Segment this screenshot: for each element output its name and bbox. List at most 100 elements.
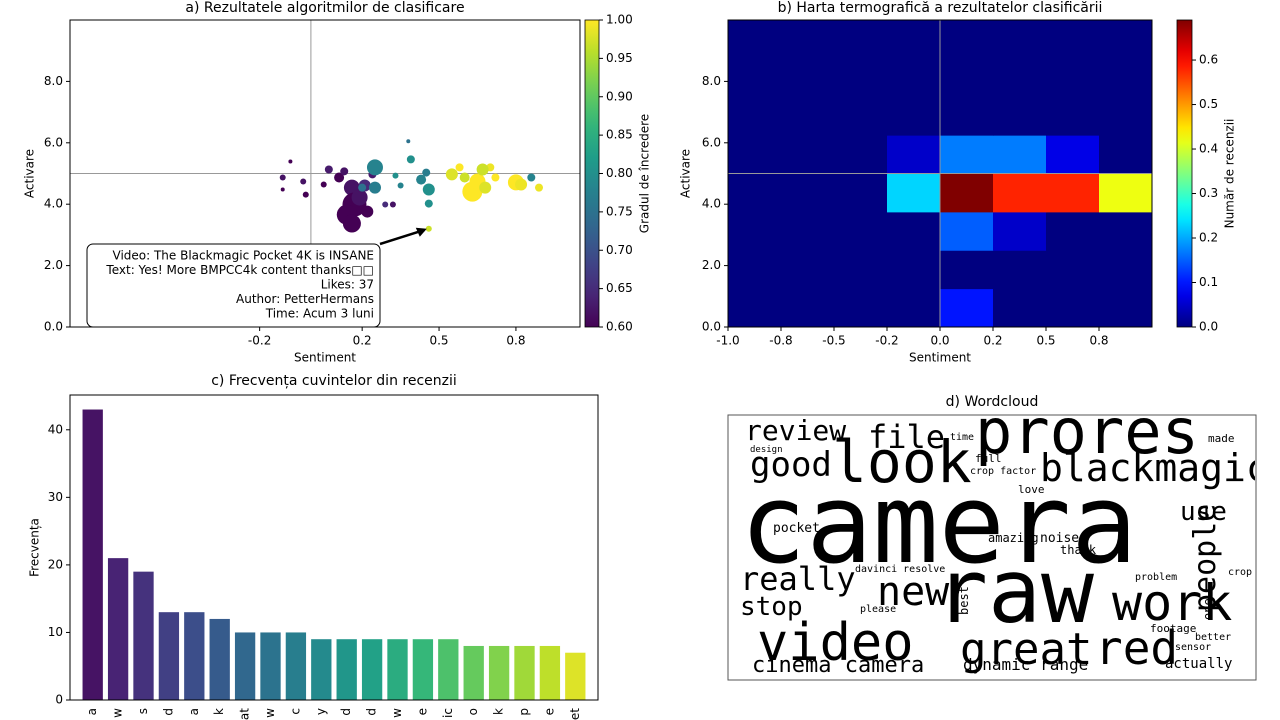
x-tick-label: s — [136, 708, 150, 714]
heatmap-cell — [1046, 250, 1100, 290]
scatter-point — [300, 178, 307, 185]
x-tick-label: d — [161, 708, 175, 716]
bar — [184, 612, 205, 700]
x-tick-label: a — [187, 708, 201, 715]
heatmap-cell — [728, 20, 782, 59]
heatmap-cell — [940, 135, 994, 174]
scatter-point — [459, 172, 470, 183]
colorbar-tick-label: 0.4 — [1199, 142, 1218, 156]
scatter-point — [445, 168, 458, 181]
word: red — [1095, 621, 1178, 675]
word: better — [1195, 632, 1231, 643]
scatter-point — [302, 191, 309, 198]
x-tick-label: 0.2 — [983, 334, 1002, 348]
word: great — [960, 624, 1092, 675]
word: crop — [1228, 567, 1252, 578]
colorbar-label: Gradul de încredere — [638, 114, 652, 233]
word: time — [950, 432, 974, 443]
colorbar-tick-label: 0.0 — [1199, 320, 1218, 334]
heatmap-cell — [1099, 250, 1153, 290]
heatmap-cell — [728, 173, 782, 213]
colorbar-tick-label: 0.70 — [606, 243, 633, 257]
scatter-point — [491, 173, 500, 182]
word: stop — [740, 592, 803, 622]
colorbar — [584, 19, 600, 328]
colorbar-label: Număr de recenzii — [1223, 119, 1237, 229]
colorbar-tick-label: 0.6 — [1199, 53, 1218, 67]
colorbar-tick-label: 0.90 — [606, 89, 633, 103]
y-tick-label: 0.0 — [44, 320, 63, 334]
heatmap-cell — [993, 250, 1047, 290]
scatter-point — [320, 181, 327, 188]
word: use — [1180, 497, 1227, 527]
word: prores — [975, 395, 1199, 468]
word: thank — [1060, 543, 1097, 557]
y-tick-label: 30 — [48, 490, 63, 504]
heatmap-cell — [993, 173, 1047, 213]
plot-frame — [69, 394, 599, 701]
bar — [285, 632, 307, 700]
x-tick-label: o — [466, 708, 480, 715]
bar — [438, 639, 459, 700]
heatmap-cell — [887, 288, 941, 328]
colorbar-tick-label: 0.75 — [606, 204, 633, 218]
bar — [565, 652, 586, 700]
colorbar-tick-label: 0.95 — [606, 51, 633, 65]
heatmap-cell — [781, 20, 835, 59]
y-tick-label: 2.0 — [44, 258, 63, 272]
heatmap-cell — [887, 211, 941, 251]
heatmap-cell — [993, 135, 1047, 174]
scatter-point — [527, 173, 536, 182]
bar — [463, 645, 484, 700]
y-tick-label: 20 — [48, 557, 63, 571]
x-tick-label: ic — [441, 708, 455, 718]
x-tick-label: e — [415, 708, 429, 715]
scatter-point — [368, 181, 381, 194]
heatmap-cell — [887, 58, 941, 98]
wordcloud-frame — [727, 414, 1257, 681]
scatter-point — [406, 155, 415, 164]
y-tick-label: 6.0 — [44, 135, 63, 149]
y-tick-label: 6.0 — [702, 135, 721, 149]
word: crop factor — [970, 466, 1036, 477]
x-tick-label: 0.0 — [930, 334, 949, 348]
heatmap-cell — [940, 20, 994, 59]
heatmap-cell — [887, 20, 941, 59]
word: review — [745, 414, 846, 447]
heatmap-cell — [940, 96, 994, 136]
heatmap-cell — [834, 173, 888, 213]
colorbar-tick-label: 0.2 — [1199, 231, 1218, 245]
bar — [158, 612, 180, 700]
x-tick-label: d — [365, 708, 379, 716]
bar — [539, 645, 561, 700]
heatmap-cell — [834, 20, 888, 59]
heatmap-cell — [940, 288, 994, 328]
chart-title: c) Frecvența cuvintelor din recenzii — [211, 373, 457, 389]
scatter-point — [515, 178, 528, 191]
heatmap-cell — [1046, 288, 1100, 328]
heatmap-cell — [728, 58, 782, 98]
y-axis-label: Activare — [23, 149, 37, 198]
heatmap-cell — [993, 58, 1047, 98]
heatmap-cell — [728, 96, 782, 136]
scatter-point — [280, 187, 285, 192]
scatter-point — [382, 201, 389, 208]
word: good — [750, 445, 832, 485]
heatmap-cell — [993, 288, 1047, 328]
y-tick-label: 0.0 — [702, 320, 721, 334]
scatter-point — [424, 199, 433, 208]
chart-title: a) Rezultatele algoritmilor de clasifica… — [185, 0, 464, 16]
heatmap-cell — [940, 58, 994, 98]
heatmap-cell — [781, 250, 835, 290]
bar — [488, 645, 510, 700]
bar — [387, 639, 408, 700]
heatmap-cell — [940, 250, 994, 290]
scatter-point — [334, 172, 345, 183]
word: design — [750, 445, 783, 455]
scatter-point — [361, 205, 374, 218]
heatmap-cell — [1046, 135, 1100, 174]
heatmap-cell — [781, 135, 835, 174]
heatmap-cell — [1099, 96, 1153, 136]
